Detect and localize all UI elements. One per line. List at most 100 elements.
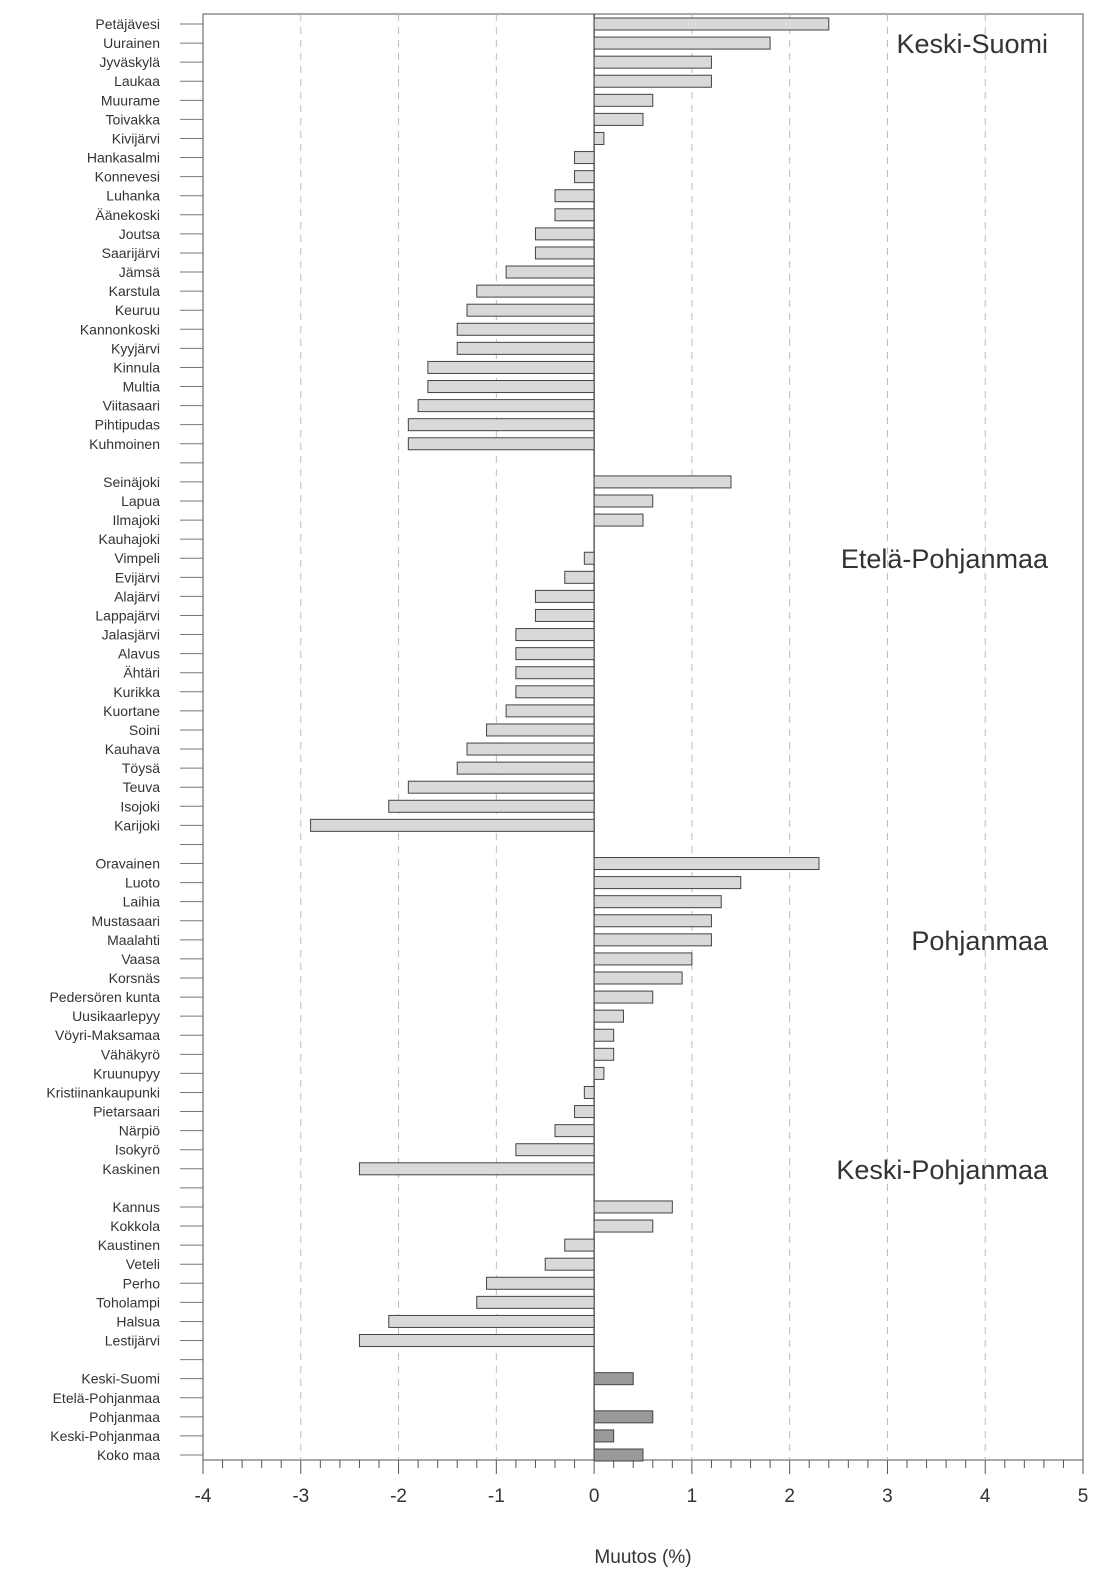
- category-label: Teuva: [123, 779, 161, 795]
- bar: [388, 799, 595, 813]
- x-axis-title: Muutos (%): [594, 1547, 691, 1568]
- category-label: Lappajärvi: [95, 607, 160, 623]
- category-label: Laukaa: [114, 73, 160, 89]
- bar: [358, 1334, 595, 1348]
- category-label: Soini: [129, 722, 160, 738]
- category-label: Toivakka: [106, 111, 161, 127]
- bar: [593, 857, 820, 871]
- bar: [593, 1066, 605, 1080]
- x-tick-label: -3: [292, 1486, 309, 1507]
- category-label: Seinäjoki: [103, 474, 160, 490]
- x-tick-label: -4: [195, 1486, 212, 1507]
- category-label: Mustasaari: [92, 913, 160, 929]
- x-tick-label: 3: [882, 1486, 893, 1507]
- bar: [515, 1143, 595, 1157]
- category-label: Korsnäs: [109, 970, 160, 986]
- bar: [593, 74, 712, 88]
- region-bar: [593, 1448, 644, 1462]
- category-label: Kinnula: [113, 359, 160, 375]
- category-label: Vöyri-Maksamaa: [55, 1027, 160, 1043]
- category-label: Isojoki: [120, 798, 160, 814]
- bar: [515, 628, 595, 642]
- grid-lines: [300, 14, 986, 1460]
- category-label: Karstula: [109, 283, 161, 299]
- region-label: Keski-Pohjanmaa: [836, 1155, 1049, 1185]
- bar: [564, 570, 595, 584]
- bar: [593, 36, 771, 50]
- bar: [476, 284, 595, 298]
- category-label: Toholampi: [96, 1294, 160, 1310]
- category-label: Karijoki: [114, 817, 160, 833]
- bar: [417, 399, 595, 413]
- region-label: Etelä-Pohjanmaa: [841, 544, 1049, 574]
- bar: [554, 208, 595, 222]
- category-label: Pedersören kunta: [49, 989, 160, 1005]
- bar: [466, 742, 595, 756]
- bar: [593, 494, 654, 508]
- category-label: Veteli: [126, 1256, 160, 1272]
- category-label: Kauhajoki: [99, 531, 161, 547]
- category-label: Pohjanmaa: [89, 1409, 160, 1425]
- category-label: Keuruu: [115, 302, 160, 318]
- bar: [310, 818, 595, 832]
- category-label: Kokkola: [110, 1218, 160, 1234]
- category-label: Hankasalmi: [87, 150, 160, 166]
- category-label: Kuortane: [103, 703, 160, 719]
- bar: [593, 475, 732, 489]
- category-label: Viitasaari: [103, 398, 160, 414]
- category-label: Halsua: [116, 1313, 160, 1329]
- category-label: Keski-Pohjanmaa: [50, 1428, 160, 1444]
- category-label: Vähäkyrö: [101, 1046, 160, 1062]
- bar: [593, 914, 712, 928]
- category-label: Jämsä: [119, 264, 160, 280]
- x-tick-label: 4: [980, 1486, 991, 1507]
- category-label: Alavus: [118, 646, 160, 662]
- bar: [407, 437, 595, 451]
- bar: [456, 761, 595, 775]
- bar: [427, 380, 595, 394]
- category-label: Jyväskylä: [99, 54, 160, 70]
- bar: [583, 551, 595, 565]
- category-label: Saarijärvi: [102, 245, 160, 261]
- category-label: Maalahti: [107, 932, 160, 948]
- category-label: Jalasjärvi: [102, 627, 160, 643]
- category-label: Kyyjärvi: [111, 340, 160, 356]
- bar: [593, 952, 693, 966]
- category-label: Muurame: [101, 92, 160, 108]
- x-tick-label: 0: [589, 1486, 600, 1507]
- category-label: Kurikka: [113, 684, 160, 700]
- bar: [564, 1238, 595, 1252]
- region-label: Pohjanmaa: [911, 926, 1049, 956]
- bar: [583, 1085, 595, 1099]
- bar: [593, 112, 644, 126]
- bar: [593, 93, 654, 107]
- bar: [593, 1028, 615, 1042]
- category-label: Joutsa: [119, 226, 160, 242]
- bar: [593, 1047, 615, 1061]
- bar: [358, 1162, 595, 1176]
- bar: [593, 876, 742, 890]
- bar: [505, 265, 595, 279]
- category-label: Ähtäri: [123, 665, 160, 681]
- category-label: Närpiö: [119, 1123, 160, 1139]
- category-label: Evijärvi: [115, 569, 160, 585]
- category-label: Vaasa: [121, 951, 160, 967]
- bar: [534, 608, 595, 622]
- category-label: Töysä: [122, 760, 160, 776]
- category-label: Keski-Suomi: [81, 1371, 160, 1387]
- bar: [486, 1276, 595, 1290]
- bar: [427, 360, 595, 374]
- category-label: Pihtipudas: [95, 417, 160, 433]
- x-tick-label: 5: [1078, 1486, 1089, 1507]
- category-label: Pietarsaari: [93, 1104, 160, 1120]
- bar: [593, 131, 605, 145]
- bar: [593, 971, 683, 985]
- bar: [515, 647, 595, 661]
- category-label: Luoto: [125, 875, 160, 891]
- region-bar: [593, 1372, 634, 1386]
- bar: [593, 1200, 673, 1214]
- bar: [407, 780, 595, 794]
- bar: [388, 1314, 595, 1328]
- category-label: Äänekoski: [95, 207, 160, 223]
